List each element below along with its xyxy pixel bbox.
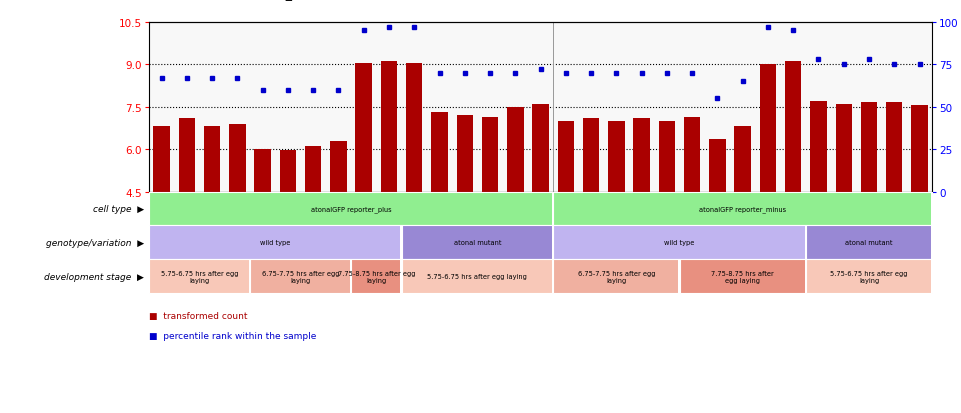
Bar (481, 117, 498, 192)
Text: cell type  ▶: cell type ▶ (93, 204, 144, 214)
Text: atonal mutant: atonal mutant (846, 240, 893, 246)
Bar (407, 64, 423, 192)
Bar (760, 65, 776, 192)
Text: ■  percentile rank within the sample: ■ percentile rank within the sample (149, 331, 316, 340)
Bar (331, 141, 347, 192)
Bar (886, 103, 902, 192)
Text: 5.75-6.75 hrs after egg laying: 5.75-6.75 hrs after egg laying (428, 274, 528, 280)
Bar (280, 151, 296, 192)
Bar (356, 64, 372, 192)
Text: 6.75-7.75 hrs after egg
laying: 6.75-7.75 hrs after egg laying (261, 270, 339, 283)
Bar (557, 121, 574, 192)
Bar (583, 119, 600, 192)
Text: 7.75-8.75 hrs after egg
laying: 7.75-8.75 hrs after egg laying (337, 270, 415, 283)
Bar (204, 127, 220, 192)
Bar (684, 117, 701, 192)
Text: development stage  ▶: development stage ▶ (44, 272, 144, 281)
Bar (154, 127, 170, 192)
Bar (532, 104, 549, 192)
Bar (709, 140, 726, 192)
Bar (255, 150, 271, 192)
Bar (431, 113, 448, 192)
Text: 7.75-8.75 hrs after
egg laying: 7.75-8.75 hrs after egg laying (711, 270, 774, 283)
Bar (785, 62, 801, 192)
Bar (835, 104, 852, 192)
Text: atonal mutant: atonal mutant (454, 240, 501, 246)
Text: ■  transformed count: ■ transformed count (149, 311, 247, 320)
Text: wild type: wild type (260, 240, 290, 246)
Text: genotype/variation  ▶: genotype/variation ▶ (46, 238, 144, 247)
Bar (608, 121, 625, 192)
Text: atonalGFP reporter_plus: atonalGFP reporter_plus (310, 206, 391, 212)
Bar (305, 147, 321, 192)
Bar (456, 116, 473, 192)
Text: wild type: wild type (664, 240, 695, 246)
Bar (861, 103, 877, 192)
Text: 5.75-6.75 hrs after egg
laying: 5.75-6.75 hrs after egg laying (830, 270, 908, 283)
Bar (734, 127, 751, 192)
Bar (507, 107, 524, 192)
Text: 5.75-6.75 hrs after egg
laying: 5.75-6.75 hrs after egg laying (160, 270, 238, 283)
Text: atonalGFP reporter_minus: atonalGFP reporter_minus (699, 206, 786, 212)
Bar (911, 106, 927, 192)
Bar (633, 119, 650, 192)
Bar (810, 102, 826, 192)
Bar (658, 121, 675, 192)
Text: 6.75-7.75 hrs after egg
laying: 6.75-7.75 hrs after egg laying (578, 270, 655, 283)
Bar (229, 124, 246, 192)
Bar (381, 62, 397, 192)
Bar (179, 119, 195, 192)
